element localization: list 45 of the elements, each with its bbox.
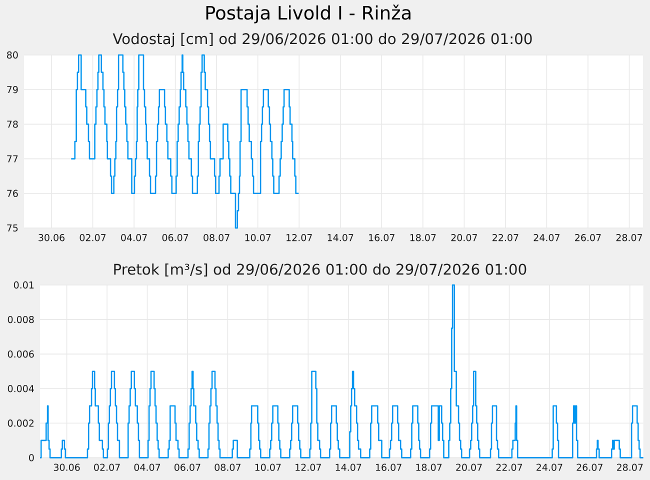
x-tick-label: 20.07 xyxy=(456,464,482,471)
x-tick-label: 10.07 xyxy=(255,464,281,471)
x-tick-label: 12.07 xyxy=(296,464,321,471)
y-tick-label: 0 xyxy=(29,454,34,462)
y-tick-label: 76 xyxy=(7,190,18,197)
y-tick-label: 0.008 xyxy=(8,316,34,324)
y-tick-label: 77 xyxy=(7,155,18,162)
x-tick-label: 28.07 xyxy=(616,234,642,242)
x-tick-label: 30.06 xyxy=(38,234,65,242)
y-tick-label: 0.006 xyxy=(8,350,34,358)
x-tick-label: 28.07 xyxy=(616,464,643,471)
y-tick-label: 0.004 xyxy=(8,385,34,392)
x-tick-label: 18.07 xyxy=(410,234,436,242)
x-tick-label: 06.07 xyxy=(174,464,200,471)
y-tick-label: 80 xyxy=(7,51,18,59)
x-tick-label: 04.07 xyxy=(134,464,160,471)
x-tick-label: 08.07 xyxy=(214,464,240,471)
y-tick-label: 79 xyxy=(7,86,18,94)
x-tick-label: 16.07 xyxy=(369,234,394,242)
chart-title: Pretok [m³/s] od 29/06/2026 01:00 do 29/07/2026 01:00 xyxy=(114,263,526,277)
x-tick-label: 08.07 xyxy=(204,234,230,242)
x-tick-label: 10.07 xyxy=(245,234,271,242)
x-tick-label: 22.07 xyxy=(496,464,522,471)
x-tick-label: 26.07 xyxy=(576,464,602,471)
chart-title: Postaja Livold I - Rinža xyxy=(206,4,410,24)
x-tick-label: 16.07 xyxy=(376,464,402,471)
y-tick-label: 75 xyxy=(7,224,18,232)
x-tick-label: 02.07 xyxy=(80,234,106,242)
y-tick-label: 78 xyxy=(7,120,18,128)
x-tick-label: 18.07 xyxy=(416,464,442,471)
y-tick-label: 0.002 xyxy=(8,420,34,427)
y-tick-label: 0.01 xyxy=(14,281,34,289)
x-tick-label: 22.07 xyxy=(492,234,518,242)
x-tick-label: 26.07 xyxy=(575,234,601,242)
chart-subtitle: Vodostaj [cm] od 29/06/2026 01:00 do 29/07/2026 01:00 xyxy=(112,32,532,48)
x-tick-label: 14.07 xyxy=(328,234,354,242)
x-tick-label: 14.07 xyxy=(336,464,362,471)
x-tick-label: 06.07 xyxy=(162,234,188,242)
x-tick-label: 24.07 xyxy=(536,464,562,471)
x-tick-label: 30.06 xyxy=(54,464,80,471)
x-tick-label: 12.07 xyxy=(286,234,312,242)
x-tick-label: 02.07 xyxy=(94,464,120,471)
x-tick-label: 04.07 xyxy=(121,234,147,242)
x-tick-label: 24.07 xyxy=(534,234,560,242)
x-tick-label: 20.07 xyxy=(451,234,477,242)
